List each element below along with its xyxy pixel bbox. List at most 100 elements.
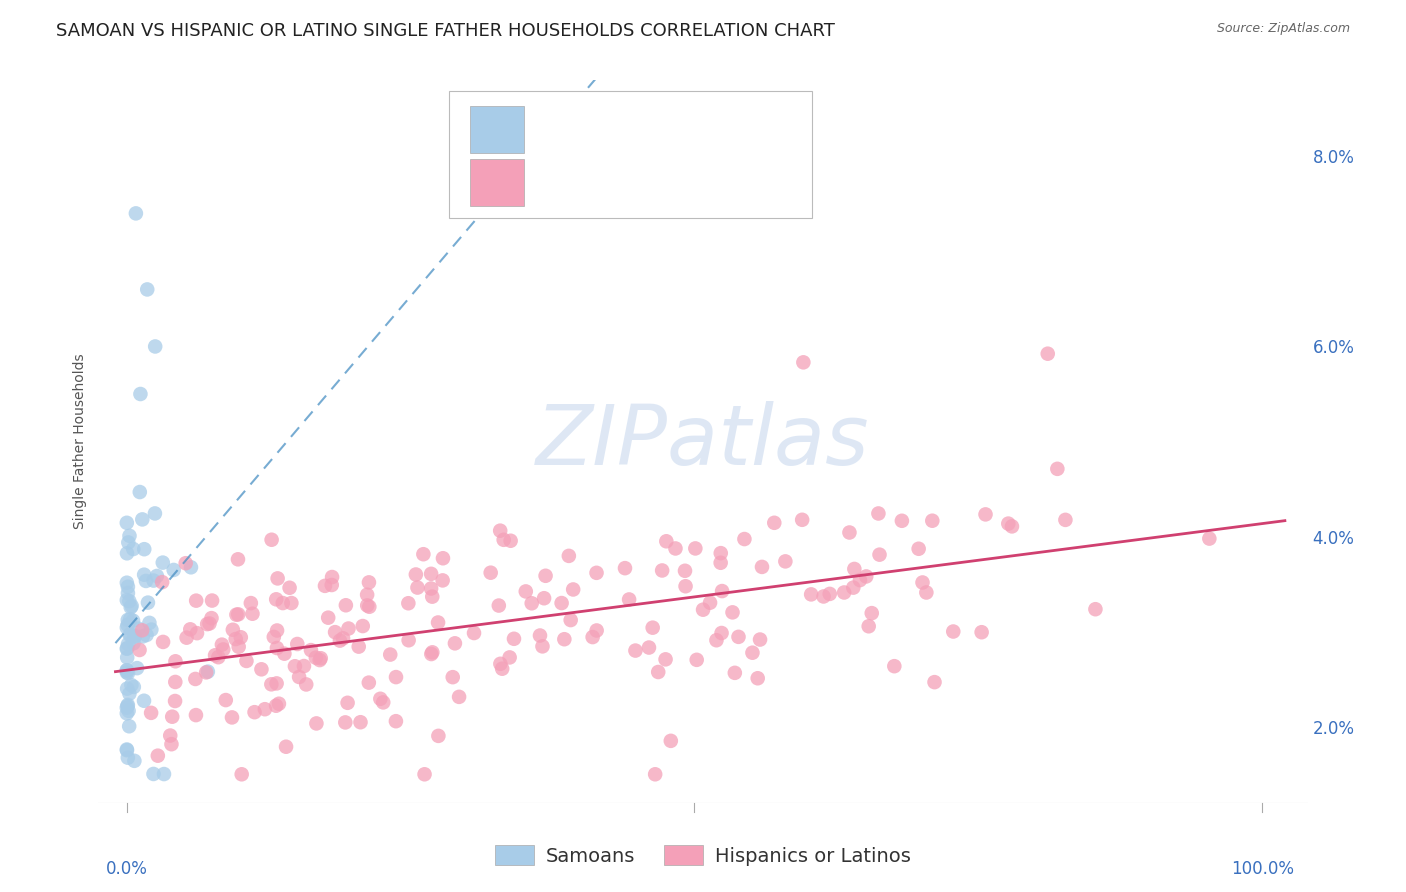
Point xyxy=(117,699,139,714)
Point xyxy=(638,640,661,655)
Point xyxy=(117,580,139,594)
Point xyxy=(229,630,252,644)
Point xyxy=(686,653,709,667)
Point xyxy=(266,676,288,690)
Point xyxy=(212,642,235,657)
Point xyxy=(242,607,264,621)
Point xyxy=(329,633,352,648)
Point xyxy=(420,582,443,596)
Point xyxy=(115,641,138,656)
Point xyxy=(146,748,169,763)
Point xyxy=(427,729,450,743)
Point xyxy=(370,691,392,706)
Point xyxy=(118,719,141,733)
Point xyxy=(115,681,138,696)
Point xyxy=(264,698,287,713)
Point xyxy=(553,632,575,647)
Point xyxy=(226,552,249,566)
Point xyxy=(380,648,402,662)
Point xyxy=(335,715,357,730)
Point xyxy=(117,750,139,764)
Point xyxy=(308,653,330,667)
Point xyxy=(134,567,156,582)
Point xyxy=(654,652,676,666)
Point xyxy=(198,616,221,631)
Point xyxy=(243,705,266,719)
Text: R =: R = xyxy=(530,120,572,139)
Point xyxy=(385,670,408,684)
Point xyxy=(141,623,163,637)
Point xyxy=(128,643,150,657)
Point xyxy=(295,677,318,691)
Point xyxy=(357,575,380,590)
Point xyxy=(733,532,755,546)
Point xyxy=(651,564,673,578)
Point xyxy=(120,678,142,692)
Point xyxy=(741,646,763,660)
Point xyxy=(215,693,238,707)
Point xyxy=(710,556,733,570)
Point xyxy=(449,690,471,704)
Point xyxy=(385,714,408,729)
Point xyxy=(710,546,733,560)
FancyBboxPatch shape xyxy=(470,106,524,153)
Point xyxy=(120,600,142,615)
Point xyxy=(118,529,141,543)
Point xyxy=(1046,462,1069,476)
Text: ZIPatlas: ZIPatlas xyxy=(536,401,870,482)
Point xyxy=(706,633,728,648)
Point xyxy=(305,650,328,665)
Point xyxy=(585,566,607,580)
Point xyxy=(117,613,139,627)
Point xyxy=(357,675,380,690)
Point xyxy=(724,665,747,680)
Point xyxy=(263,630,285,644)
Point xyxy=(266,640,288,655)
Point xyxy=(420,590,443,604)
Point xyxy=(659,734,682,748)
Point xyxy=(444,636,467,650)
Point xyxy=(115,664,138,678)
Point xyxy=(359,599,381,614)
Text: 0.745: 0.745 xyxy=(581,173,643,192)
Point xyxy=(398,633,420,648)
Point xyxy=(711,584,734,599)
Point xyxy=(264,592,287,607)
Point xyxy=(228,640,250,654)
Point xyxy=(159,729,181,743)
Point xyxy=(1001,519,1024,533)
Point xyxy=(488,599,510,613)
Point xyxy=(132,694,155,708)
Point xyxy=(413,767,436,781)
Point xyxy=(225,632,247,646)
Text: 100.0%: 100.0% xyxy=(1230,860,1294,878)
Text: SAMOAN VS HISPANIC OR LATINO SINGLE FATHER HOUSEHOLDS CORRELATION CHART: SAMOAN VS HISPANIC OR LATINO SINGLE FATH… xyxy=(56,22,835,40)
Point xyxy=(273,647,295,661)
Point xyxy=(122,614,145,628)
Point xyxy=(1084,602,1107,616)
Point xyxy=(128,485,150,500)
Point xyxy=(356,588,378,602)
Point xyxy=(129,387,152,401)
Point xyxy=(143,507,166,521)
Point xyxy=(314,579,336,593)
Point xyxy=(120,627,142,641)
Point xyxy=(890,514,912,528)
Point xyxy=(121,599,143,613)
Point xyxy=(152,635,174,649)
Point xyxy=(813,590,835,604)
Point xyxy=(558,549,581,563)
Point xyxy=(699,596,721,610)
Point xyxy=(117,698,139,712)
Point xyxy=(305,716,328,731)
Point xyxy=(855,569,877,583)
FancyBboxPatch shape xyxy=(470,159,524,206)
Point xyxy=(763,516,786,530)
Point xyxy=(260,533,283,547)
Point xyxy=(197,665,219,679)
Point xyxy=(441,670,464,684)
Point xyxy=(118,628,141,642)
Point xyxy=(124,629,146,643)
Point xyxy=(225,607,247,622)
Point xyxy=(115,593,138,607)
